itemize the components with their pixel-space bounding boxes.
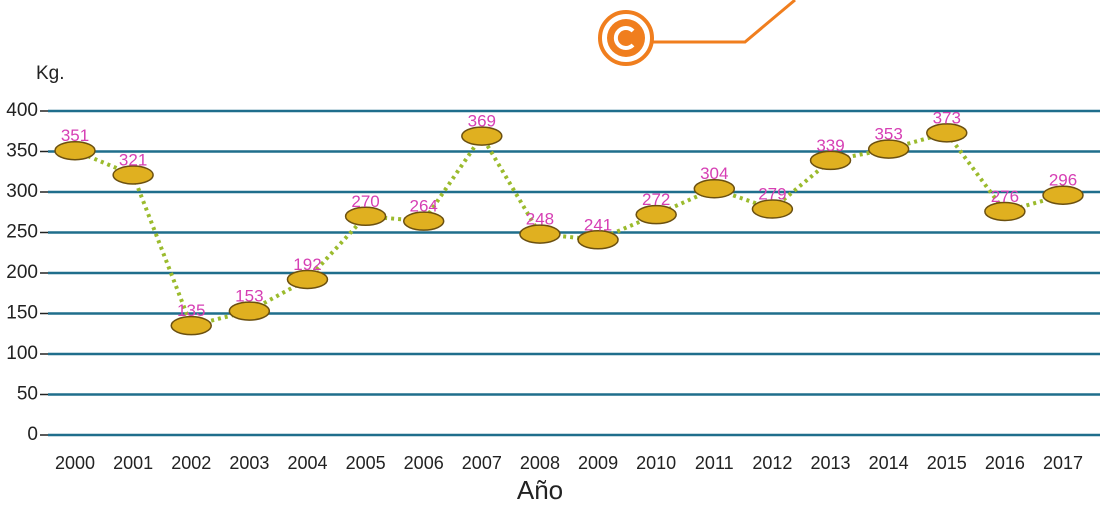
data-label: 270 [351, 192, 379, 211]
wheelbarrow-marker [1042, 185, 1084, 205]
x-tick-label: 2005 [346, 453, 386, 473]
wheelbarrow-marker [635, 204, 677, 225]
y-tick-label: 100 [6, 343, 38, 364]
y-tick-label: 400 [6, 100, 38, 121]
wheelbarrow-marker [170, 315, 212, 336]
wheelbarrow-marker [867, 139, 910, 159]
data-label: 351 [61, 126, 89, 145]
wheelbarrow-marker [228, 301, 271, 321]
x-tick-label: 2011 [695, 453, 734, 473]
wheelbarrow-marker [112, 165, 154, 185]
y-tick-label: 0 [27, 424, 38, 445]
x-tick-label: 2016 [985, 453, 1025, 473]
x-tick-label: 2015 [927, 453, 967, 473]
wheelbarrow-marker [54, 140, 96, 161]
y-tick-label: 150 [6, 303, 38, 324]
wheelbarrow-marker [461, 126, 503, 146]
y-tick-label: 350 [6, 141, 38, 162]
wheelbarrow-marker [286, 269, 329, 290]
data-label: 339 [816, 136, 844, 155]
wheelbarrow-marker [984, 201, 1026, 222]
x-tick-label: 2017 [1043, 453, 1083, 473]
series-line [74, 130, 1064, 329]
x-tick-label: 2000 [55, 453, 95, 473]
x-tick-label: 2008 [520, 453, 560, 473]
data-label: 296 [1049, 171, 1077, 190]
wheelbarrow-marker [402, 211, 445, 231]
data-label: 192 [293, 255, 321, 274]
data-label: 276 [991, 187, 1019, 206]
data-label: 153 [235, 287, 263, 306]
wheelbarrow-marker [577, 230, 619, 250]
data-label: 135 [177, 301, 205, 320]
logo [598, 0, 796, 66]
x-tick-label: 2003 [229, 453, 269, 473]
wheelbarrow-marker [344, 206, 387, 227]
data-label: 279 [758, 184, 786, 203]
logo-line [652, 0, 796, 44]
data-label: 353 [874, 125, 902, 144]
data-label: 248 [526, 210, 554, 229]
wheelbarrow-marker [519, 224, 561, 244]
logo-disc [607, 19, 645, 57]
y-tick-label: 250 [6, 222, 38, 243]
y-axis-label: Kg. [36, 63, 65, 84]
x-tick-label: 2010 [636, 453, 676, 473]
data-label: 369 [468, 112, 496, 131]
x-tick-label: 2013 [811, 453, 851, 473]
x-tick-label: 2004 [287, 453, 327, 473]
x-tick-label: 2007 [462, 453, 502, 473]
x-axis-label: Año [517, 475, 563, 505]
wheelbarrow-marker [926, 123, 968, 143]
x-tick-label: 2001 [113, 453, 153, 473]
data-label: 373 [933, 108, 961, 127]
logo-c [613, 26, 635, 50]
data-label: 241 [584, 215, 612, 234]
wheelbarrow-marker [809, 150, 852, 171]
y-tick-label: 50 [17, 384, 38, 405]
x-tick-label: 2014 [869, 453, 909, 473]
y-tick-label: 200 [6, 262, 38, 283]
data-label: 304 [700, 164, 728, 183]
x-tick-label: 2012 [752, 453, 792, 473]
x-tick-label: 2002 [171, 453, 211, 473]
data-label: 321 [119, 150, 147, 169]
y-tick-label: 300 [6, 181, 38, 202]
x-tick-label: 2009 [578, 453, 618, 473]
data-label: 272 [642, 190, 670, 209]
data-label: 264 [410, 197, 438, 216]
wheelbarrow-marker [751, 199, 794, 219]
x-tick-label: 2006 [404, 453, 444, 473]
wheelbarrow-marker [693, 179, 736, 199]
